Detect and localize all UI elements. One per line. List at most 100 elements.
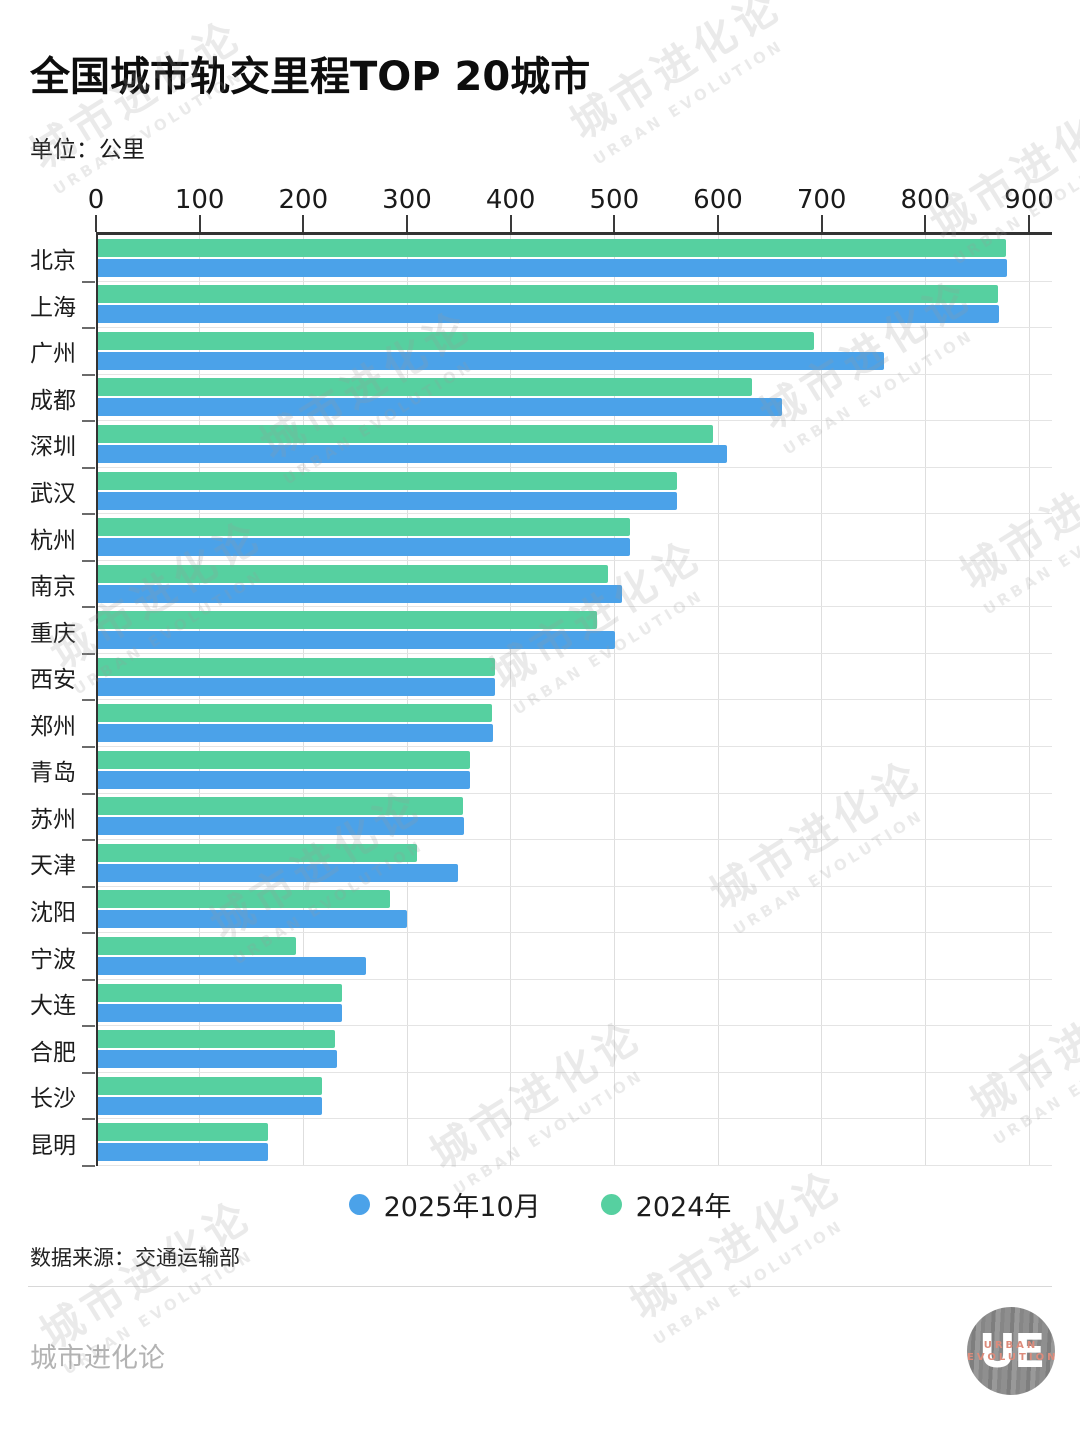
y-tick-mark (82, 1025, 95, 1028)
bar-2024年 (96, 471, 677, 490)
y-axis-label: 上海 (30, 294, 76, 321)
y-tick-mark (82, 1118, 95, 1121)
chart-row (82, 282, 1052, 330)
watermark-en-text: URBAN EVOLUTION (590, 35, 788, 169)
y-axis-label: 苏州 (30, 806, 76, 833)
unit-label: 单位：公里 (30, 137, 145, 163)
watermark-cn-text: 城市进化论 (561, 0, 792, 149)
bar-2024年 (96, 657, 496, 676)
legend-dot-icon (348, 1194, 370, 1215)
bar-2025年10月 (96, 491, 677, 510)
x-tick-mark (924, 215, 927, 232)
chart-row (82, 514, 1052, 562)
y-tick-mark (82, 839, 95, 842)
legend-label: 2024年 (635, 1192, 732, 1223)
chart-row (82, 1073, 1052, 1121)
y-axis-label: 重庆 (30, 620, 76, 647)
bar-2024年 (96, 564, 609, 583)
bar-2025年10月 (96, 258, 1008, 277)
y-axis-label: 天津 (30, 853, 76, 880)
y-tick-mark (82, 373, 95, 376)
bar-2024年 (96, 424, 713, 443)
x-tick-mark (1028, 215, 1030, 232)
y-tick-mark (82, 885, 95, 888)
vertical-gridline (1028, 235, 1030, 1166)
brand-logo: UE URBAN EVOLUTION (967, 1307, 1055, 1395)
bar-2025年10月 (96, 631, 616, 650)
y-tick-mark (82, 559, 95, 562)
bar-2024年 (96, 518, 630, 537)
chart-row (82, 840, 1052, 888)
y-tick-mark (82, 420, 95, 423)
y-tick-mark (82, 932, 95, 935)
x-tick-label: 0 (87, 185, 105, 215)
y-tick-mark (82, 978, 95, 981)
bar-2025年10月 (96, 351, 884, 370)
y-tick-mark (82, 699, 95, 702)
y-axis-label: 深圳 (30, 434, 76, 461)
bar-2025年10月 (96, 584, 622, 603)
x-tick-label: 200 (278, 185, 329, 215)
chart-row (82, 700, 1052, 749)
watermark: 城市进化论 URBAN EVOLUTION (557, 0, 803, 168)
bar-2025年10月 (96, 444, 728, 463)
y-axis-label: 宁波 (30, 946, 76, 973)
vertical-gridline (613, 235, 615, 1166)
bar-2025年10月 (96, 817, 465, 836)
x-tick-label: 600 (693, 185, 743, 215)
y-tick-mark (82, 606, 95, 609)
y-axis-label: 北京 (30, 248, 76, 275)
bar-chart: 0 100 200 300 400 500 600 700 800 900 (82, 185, 1054, 1167)
x-tick-mark (302, 215, 305, 232)
x-tick-label: 700 (796, 185, 847, 215)
bar-2025年10月 (96, 305, 999, 324)
x-axis-line (96, 232, 1052, 235)
chart-row (82, 933, 1052, 981)
y-axis-label: 沈阳 (30, 899, 76, 926)
y-axis-label: 南京 (30, 574, 76, 601)
bar-2024年 (96, 937, 297, 956)
watermark-en-text: URBAN EVOLUTION (650, 1215, 848, 1349)
y-axis-label: 昆明 (30, 1132, 76, 1159)
bar-2024年 (96, 704, 492, 723)
vertical-gridline (924, 235, 926, 1166)
y-axis-label: 长沙 (30, 1086, 76, 1113)
bar-2024年 (96, 1030, 336, 1049)
chart-row (82, 747, 1052, 795)
vertical-gridline (821, 235, 823, 1166)
chart-row (82, 980, 1052, 1028)
x-tick-mark (717, 215, 719, 232)
bar-rows (82, 235, 1052, 1167)
y-axis-label: 成都 (30, 387, 76, 414)
legend-label: 2025年10月 (383, 1192, 541, 1223)
chart-row (82, 235, 1052, 283)
y-axis-label: 广州 (30, 341, 76, 368)
legend-item: 2025年10月 (348, 1185, 541, 1224)
chart-row (82, 607, 1052, 655)
data-source-label: 数据来源：交通运输部 (30, 1246, 240, 1270)
bar-2025年10月 (96, 863, 458, 882)
plot-area (82, 235, 1052, 1167)
y-tick-mark (82, 513, 95, 516)
y-axis-label: 西安 (30, 667, 76, 694)
vertical-gridline (199, 235, 201, 1166)
bar-2024年 (96, 750, 471, 769)
x-tick-mark (613, 215, 616, 232)
y-axis-label: 武汉 (30, 481, 76, 508)
x-tick-label: 300 (382, 185, 432, 215)
bar-2025年10月 (96, 1050, 337, 1069)
vertical-gridline (302, 235, 304, 1166)
bar-2024年 (96, 797, 463, 816)
y-tick-mark (82, 466, 95, 469)
y-axis-label: 合肥 (30, 1039, 76, 1066)
bar-2025年10月 (96, 677, 496, 696)
bar-2025年10月 (96, 770, 471, 789)
x-tick-mark (198, 215, 201, 232)
chart-row (82, 468, 1052, 516)
y-tick-mark (82, 1071, 95, 1074)
bar-2025年10月 (96, 398, 783, 417)
chart-row (82, 1026, 1052, 1074)
page-title: 全国城市轨交里程TOP 20城市 (30, 54, 591, 100)
x-tick-label: 400 (485, 185, 536, 215)
